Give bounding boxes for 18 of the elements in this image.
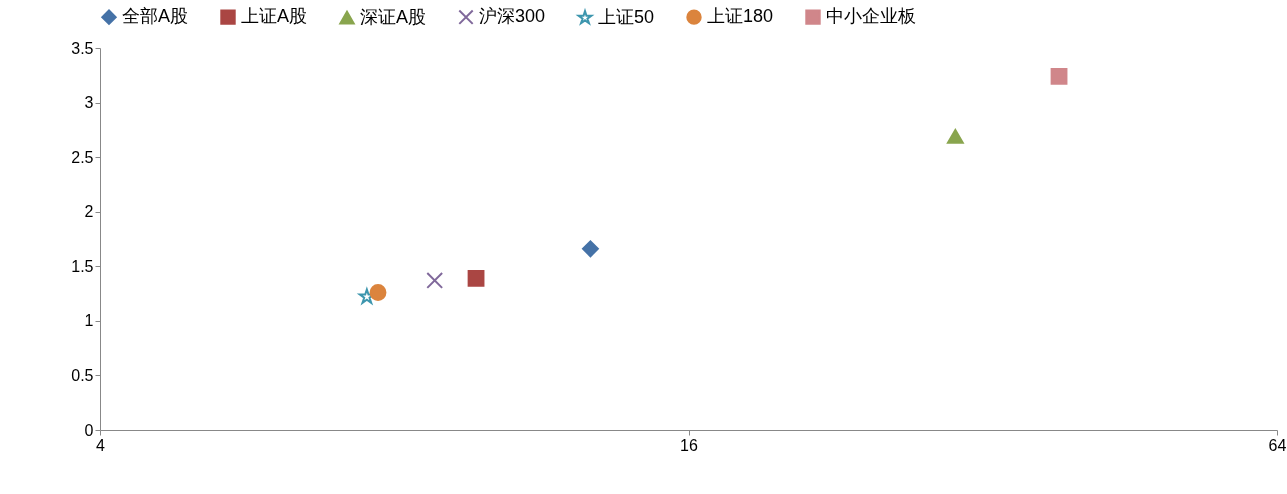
- legend-label: 沪深300: [479, 6, 546, 27]
- x-tick-label: 16: [680, 436, 698, 454]
- y-tick-label: 1.5: [71, 257, 94, 275]
- legend-label: 上证50: [598, 6, 655, 27]
- y-tick-label: 1: [84, 312, 94, 330]
- legend-label: 上证180: [707, 6, 774, 27]
- y-tick-label: 3: [84, 94, 94, 112]
- y-tick-label: 2: [84, 203, 94, 221]
- x-tick-label: 4: [96, 436, 106, 454]
- legend-label: 深证A股: [360, 6, 427, 27]
- y-tick-label: 0.5: [71, 366, 94, 384]
- y-tick-label: 0: [84, 421, 94, 439]
- y-tick-label: 2.5: [71, 148, 94, 166]
- y-tick-label: 3.5: [71, 39, 94, 57]
- legend-label: 上证A股: [241, 6, 308, 27]
- legend-label: 中小企业板: [826, 6, 916, 27]
- x-tick-label: 64: [1268, 436, 1287, 454]
- legend-label: 全部A股: [122, 6, 189, 27]
